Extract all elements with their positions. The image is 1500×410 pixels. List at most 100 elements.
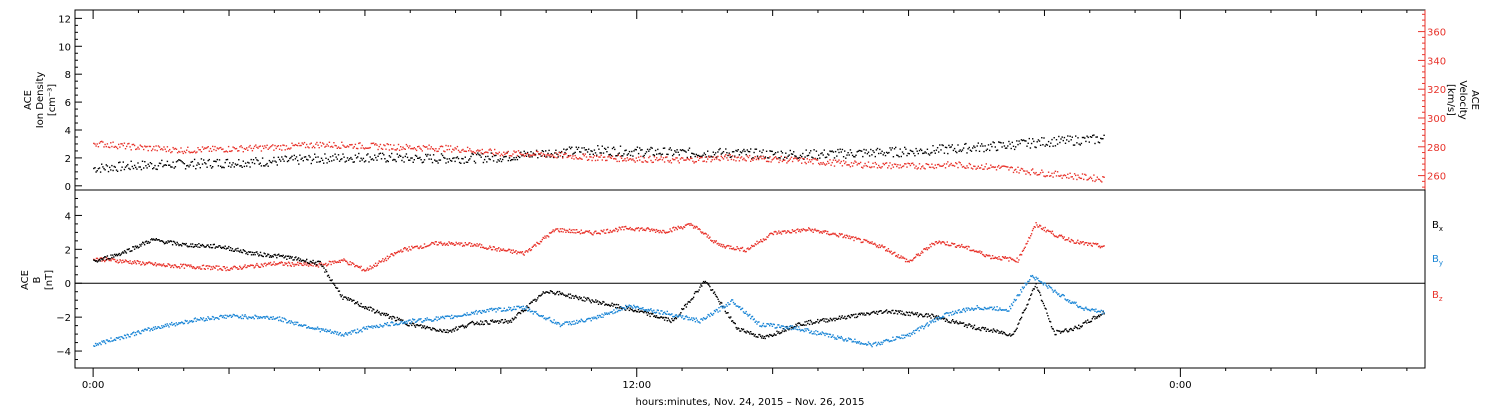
bz-point [683,226,685,228]
bz-point [186,265,188,267]
density-point [744,150,746,153]
bz-point [668,231,670,233]
bx-point [345,297,348,299]
bz-point [432,242,434,244]
bx-point [897,310,900,312]
velocity-point [636,160,639,162]
by-point [141,330,143,332]
bz-point [872,243,874,245]
by-point [574,323,576,325]
velocity-point [771,159,773,161]
velocity-point [927,163,930,166]
bx-point [901,310,903,313]
bx-point [350,298,352,301]
velocity-point [137,146,139,148]
bz-point [373,264,375,266]
density-point [109,166,111,169]
bz-point [513,251,515,253]
velocity-point [238,150,240,152]
velocity-point [215,149,217,152]
velocity-point [253,145,256,148]
by-point [850,338,852,341]
velocity-point [360,147,362,149]
by-point [302,325,304,327]
bx-point [1008,334,1010,336]
by-point [519,307,521,309]
bx-point [174,242,177,245]
bz-point [713,240,716,242]
by-point [480,312,483,314]
density-point [557,156,559,158]
density-point [962,147,965,149]
bx-point [969,323,971,326]
bx-point [264,253,266,255]
bz-point [1061,236,1064,238]
density-point [827,153,829,155]
density-point [178,159,180,161]
density-point [336,158,338,160]
by-point [296,321,298,323]
bx-point [591,299,593,301]
by-point [457,315,459,317]
bx-point [864,314,866,316]
density-point [1043,137,1045,139]
bx-point [861,312,863,314]
density-point [468,159,470,161]
by-point [768,323,770,325]
density-point [907,152,909,155]
velocity-point [888,165,890,167]
bz-point [926,249,929,251]
velocity-point [445,144,447,147]
velocity-point [1004,165,1007,168]
by-point [692,317,695,319]
bz-point [914,256,917,258]
density-point [212,166,214,168]
density-point [191,160,194,163]
density-point [182,162,184,164]
velocity-point [393,144,395,146]
velocity-point [327,145,329,147]
density-point [351,158,353,160]
bx-point [200,244,202,246]
velocity-point [517,150,520,152]
bz-point [945,244,948,246]
bz-point [169,264,171,266]
bz-point [616,230,619,233]
bx-point [731,320,733,322]
velocity-point [432,148,435,150]
by-point [867,341,870,343]
bx-point [689,301,691,303]
density-point [782,158,785,160]
bx-point [221,246,224,249]
bz-point [889,251,891,254]
bz-point [303,262,305,264]
bx-point [880,310,882,312]
bx-point [801,324,803,326]
velocity-point [964,167,966,169]
bx-point [361,306,363,308]
bx-point [895,309,897,312]
density-point [833,157,836,159]
bz-point [175,265,177,268]
bz-point [129,260,131,262]
bz-point [879,246,881,249]
by-point [372,327,374,329]
density-point [627,153,630,155]
velocity-point [461,149,463,151]
density-point [694,155,696,158]
by-point [835,337,837,339]
by-point [467,314,469,316]
density-point [514,159,516,161]
by-point [167,324,169,327]
density-point [940,149,942,151]
density-point [667,153,669,156]
density-point [641,149,643,151]
density-point [1006,147,1008,149]
bz-point [573,232,575,234]
by-point [205,318,207,320]
bz-point [615,227,617,230]
density-point [738,154,741,156]
by-point [334,330,336,333]
bx-point [446,329,448,331]
density-point [369,156,371,158]
